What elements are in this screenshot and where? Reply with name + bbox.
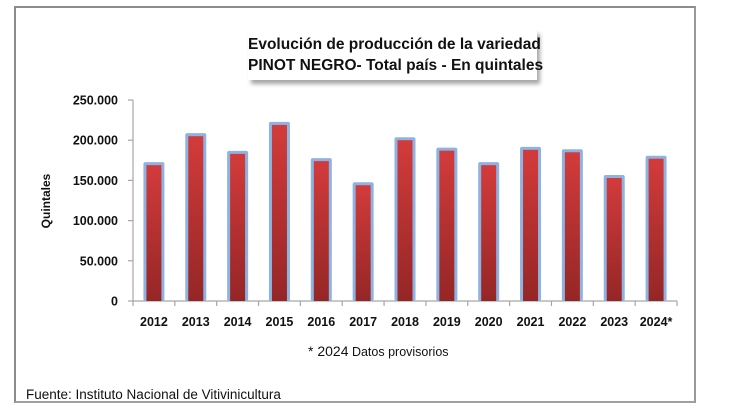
footnote: * 2024 Datos provisorios [308,343,449,359]
x-tick-label: 2021 [517,315,545,329]
chart-title-box: Evolución de producción de la variedad P… [248,30,544,80]
x-tick-label: 2013 [182,315,210,329]
x-tick-label: 2016 [307,315,335,329]
x-tick-label: 2012 [140,315,168,329]
x-tick-label: 2022 [558,315,586,329]
footnote-prefix: * 2024 [308,343,349,359]
bar-2019 [436,147,458,301]
x-tick-label: 2014 [224,315,252,329]
chart-title-line-1: Evolución de producción de la variedad [248,36,541,53]
bar [481,165,497,301]
y-axis: 0 50.000 100.000 150.000 200.000 250.000 [73,94,134,309]
footnote-text: Datos provisorios [348,345,449,359]
y-tick-label: 150.000 [73,174,118,188]
bar-2017 [352,182,374,301]
y-tick-label: 0 [111,295,118,309]
bar-2022 [561,149,583,301]
bar-2023 [603,174,625,301]
bar-2012 [143,162,165,301]
bar-2014 [227,150,249,301]
bar [564,152,580,301]
source-note: Fuente: Instituto Nacional de Vitivinicu… [26,387,281,402]
x-tick-label: 2018 [391,315,419,329]
y-axis-label: Quintales [39,173,53,228]
bar [271,124,287,301]
y-tick-label: 50.000 [80,254,118,268]
x-tick-label: 2023 [600,315,628,329]
x-tick-label: 2017 [349,315,377,329]
y-tick-label: 250.000 [73,94,118,108]
x-tick-label: 2015 [266,315,294,329]
bars [143,121,667,301]
bar-2020 [478,162,500,301]
bar-2016 [310,158,332,301]
x-tick-label: 2020 [475,315,503,329]
bar [355,185,371,301]
chart-title-line-2: PINOT NEGRO- Total país - En quintales [248,57,544,74]
bar [188,136,204,301]
bar-2021 [520,146,542,301]
bar [606,177,622,301]
bar-2013 [185,133,207,301]
x-tick-label: 2019 [433,315,461,329]
bar [313,161,329,301]
bar-2018 [394,137,416,301]
x-axis: 2012 2013 2014 2015 2016 2017 2018 2019 2020 2021… [132,300,678,329]
y-tick-label: 200.000 [73,134,118,148]
bar [230,153,246,301]
y-tick-label: 100.000 [73,214,118,228]
bar-2015 [268,121,290,301]
bar [146,165,162,301]
bar [523,149,539,301]
bar [648,158,664,301]
x-tick-label: 2024* [640,315,673,329]
bar [397,140,413,301]
bar-2024 [645,155,667,301]
bar [439,150,455,301]
